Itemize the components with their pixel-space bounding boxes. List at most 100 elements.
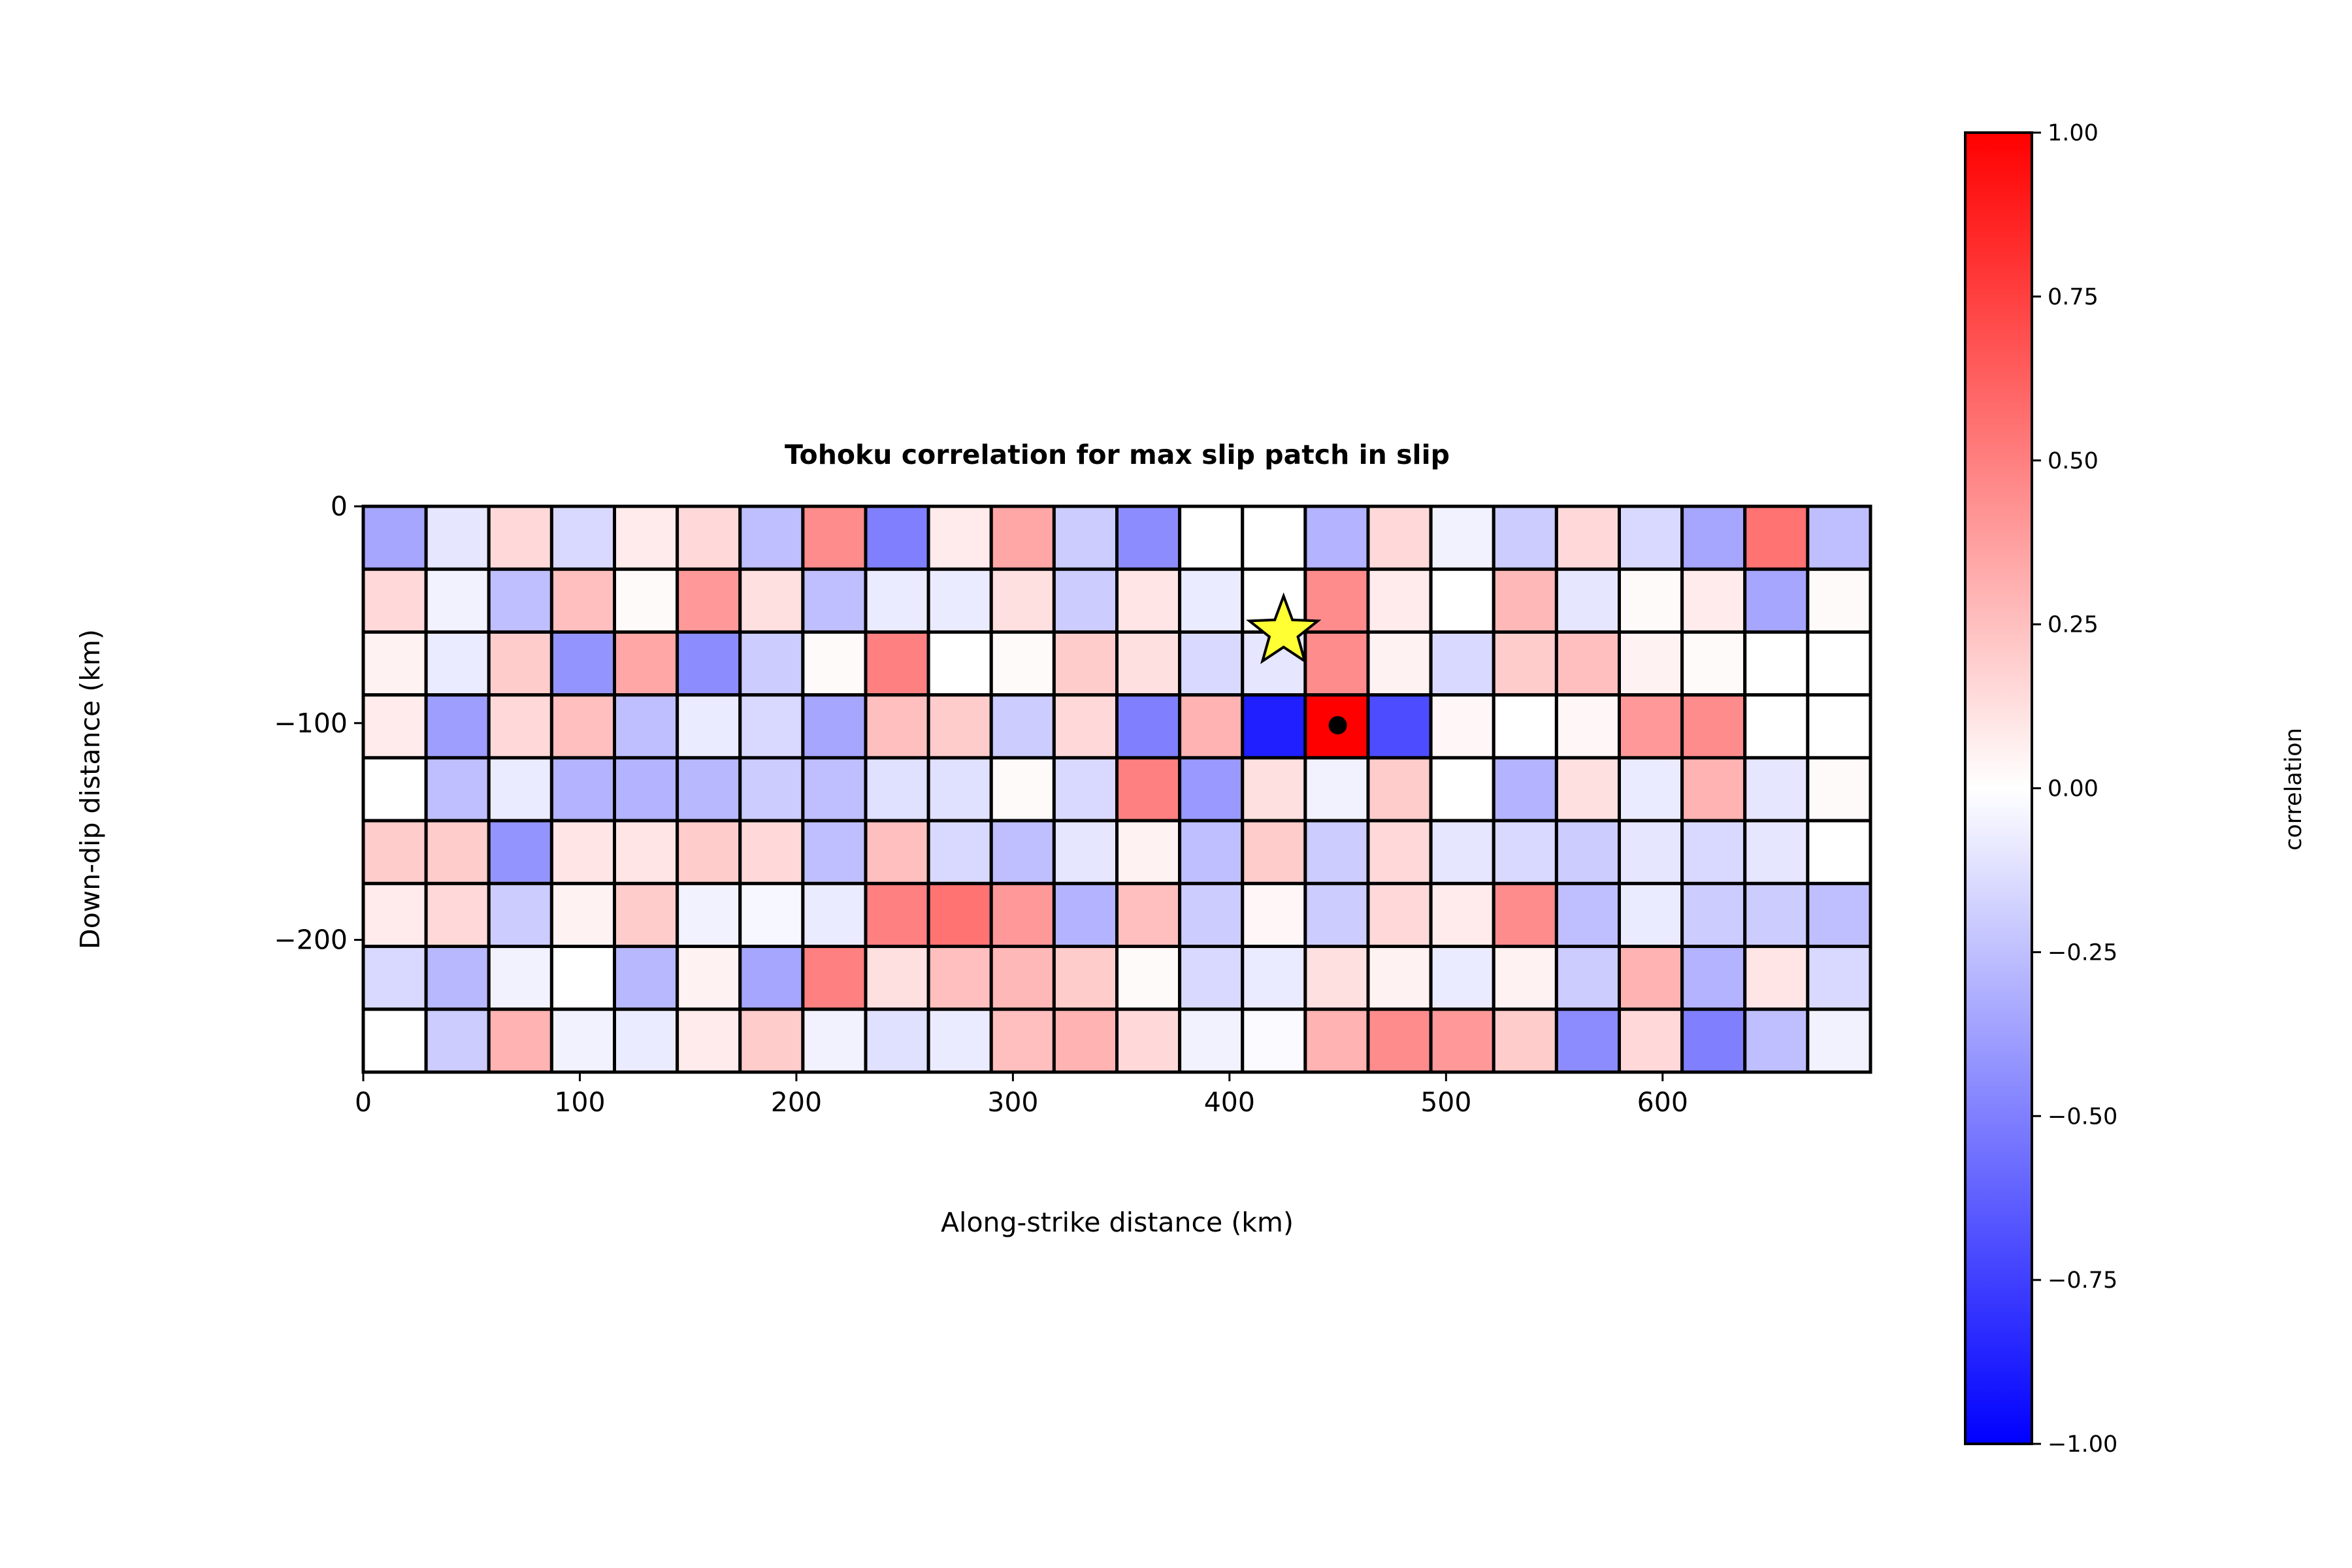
heatmap-cell (1115, 819, 1182, 885)
heatmap-cell (424, 756, 491, 823)
heatmap-cell (864, 819, 930, 885)
heatmap-cell (1115, 945, 1182, 1011)
heatmap-cell (1743, 630, 1810, 697)
heatmap-cell (1618, 504, 1684, 571)
heatmap-cell (1115, 881, 1182, 949)
heatmap-cell (1429, 693, 1495, 760)
heatmap-cell (1115, 630, 1182, 697)
heatmap-cell (424, 819, 491, 885)
hypocenter-star-icon (1245, 592, 1322, 664)
heatmap-cell (738, 693, 805, 760)
x-tick-label: 100 (554, 1086, 605, 1118)
heatmap-cell (1366, 945, 1433, 1011)
heatmap-cell (613, 693, 679, 760)
heatmap-cell (1178, 819, 1245, 885)
chart-title: Tohoku correlation for max slip patch in… (785, 439, 1450, 470)
heatmap-cell (1492, 756, 1558, 823)
heatmap-cell (613, 630, 679, 697)
heatmap-cell (424, 945, 491, 1011)
heatmap-cell (1806, 504, 1872, 571)
heatmap-cell (926, 567, 993, 634)
heatmap-cell (1554, 567, 1621, 634)
heatmap-cell (738, 756, 805, 823)
heatmap-cell (487, 504, 553, 571)
heatmap-cell (676, 881, 742, 949)
heatmap-cell (1743, 881, 1810, 949)
heatmap-cell (361, 945, 428, 1011)
heatmap-cell (676, 945, 742, 1011)
heatmap-cell (1178, 945, 1245, 1011)
heatmap-cell (1052, 630, 1119, 697)
heatmap-cell (1366, 567, 1433, 634)
heatmap-cell (1241, 756, 1307, 823)
heatmap-cell (801, 1007, 868, 1074)
heatmap-cell (1806, 567, 1872, 634)
x-axis-label: Along-strike distance (km) (941, 1207, 1294, 1238)
heatmap-cell (1241, 945, 1307, 1011)
heatmap-cell (738, 945, 805, 1011)
heatmap-cell (549, 693, 616, 760)
heatmap-cell (926, 504, 993, 571)
heatmap-cell (1178, 756, 1245, 823)
heatmap-cell (361, 881, 428, 949)
heatmap-cell (361, 1007, 428, 1074)
heatmap-cell (676, 693, 742, 760)
heatmap-cell (738, 567, 805, 634)
heatmap-cell (1429, 630, 1495, 697)
heatmap-cell (361, 567, 428, 634)
heatmap-cell (864, 693, 930, 760)
x-axis-ticks: 0 100 200 300 400 500 600 (355, 1072, 1688, 1118)
heatmap-cell (738, 504, 805, 571)
heatmap-cell (1743, 756, 1810, 823)
heatmap-cell (1743, 504, 1810, 571)
heatmap-cell (424, 1007, 491, 1074)
heatmap-cell (1115, 567, 1182, 634)
heatmap-cell (487, 756, 553, 823)
heatmap-cell (1429, 945, 1495, 1011)
heatmap-cell (1115, 693, 1182, 760)
heatmap-cell (1303, 881, 1370, 949)
heatmap-cell (1680, 819, 1747, 885)
heatmap-cell (1492, 819, 1558, 885)
heatmap-cell (487, 630, 553, 697)
heatmap-cell (424, 567, 491, 634)
heatmap-cell (613, 945, 679, 1011)
max-slip-patch-dot (1328, 716, 1347, 735)
heatmap-cell (926, 1007, 993, 1074)
heatmap-cell (926, 819, 993, 885)
heatmap-cell (549, 756, 616, 823)
heatmap-cell (424, 881, 491, 949)
heatmap-cell (1680, 881, 1747, 949)
heatmap-cell (1241, 881, 1307, 949)
heatmap-cell (989, 945, 1056, 1011)
heatmap-cell (864, 567, 930, 634)
colorbar-tick-label: −0.75 (2048, 1267, 2117, 1294)
heatmap-cell (1492, 945, 1558, 1011)
colorbar-tick-label: 0.50 (2048, 448, 2099, 474)
heatmap-cell (1303, 504, 1370, 571)
chart-markers (1245, 592, 1347, 735)
heatmap-cell (801, 756, 868, 823)
heatmap-cell (801, 567, 868, 634)
heatmap-cell (989, 1007, 1056, 1074)
heatmap-cell (1680, 756, 1747, 823)
heatmap-cell (864, 881, 930, 949)
heatmap-cell (864, 945, 930, 1011)
heatmap-cell (1366, 504, 1433, 571)
heatmap-cell (361, 504, 428, 571)
heatmap-cell (1366, 881, 1433, 949)
heatmap-cell (549, 1007, 616, 1074)
heatmap-cell (1178, 630, 1245, 697)
heatmap-cell (801, 819, 868, 885)
colorbar-tick-label: −0.50 (2048, 1103, 2117, 1130)
heatmap-cell (1492, 630, 1558, 697)
heatmap-cell (549, 504, 616, 571)
heatmap-cell (613, 819, 679, 885)
heatmap-cell (1554, 630, 1621, 697)
colorbar-tick-label: 1.00 (2048, 120, 2099, 146)
colorbar (1964, 131, 2033, 1445)
heatmap-cell (1806, 630, 1872, 697)
colorbar-tick-label: −0.25 (2048, 939, 2117, 966)
heatmap-cell (487, 881, 553, 949)
heatmap-cell (549, 567, 616, 634)
